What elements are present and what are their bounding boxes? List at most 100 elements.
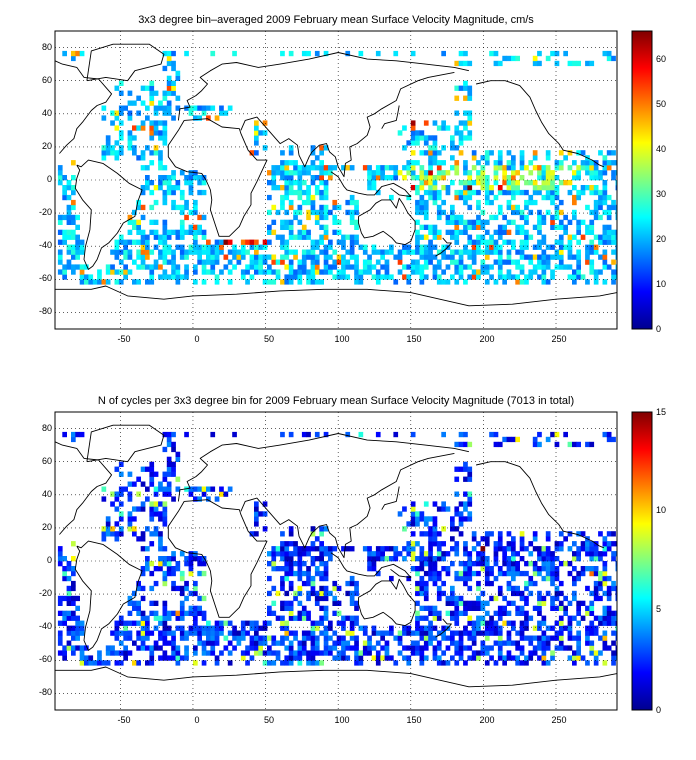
bin-cell bbox=[153, 615, 159, 621]
bin-cell bbox=[323, 551, 329, 557]
bin-cell bbox=[323, 204, 329, 211]
bin-cell bbox=[615, 655, 617, 661]
bin-cell bbox=[423, 180, 429, 186]
bin-cell bbox=[572, 269, 577, 275]
bin-cell bbox=[493, 244, 499, 250]
bin-cell bbox=[145, 566, 150, 572]
bin-cell bbox=[75, 234, 80, 240]
bin-cell bbox=[606, 239, 612, 245]
bin-cell bbox=[454, 441, 460, 448]
bin-cell bbox=[136, 155, 141, 161]
bin-cell bbox=[310, 264, 316, 270]
bin-cell bbox=[598, 239, 603, 245]
bin-cell bbox=[166, 491, 172, 497]
bin-cell bbox=[406, 541, 412, 547]
bin-cell bbox=[71, 229, 76, 235]
bin-cell bbox=[310, 259, 316, 265]
bin-cell bbox=[615, 229, 617, 235]
bin-cell bbox=[454, 125, 460, 131]
bin-cell bbox=[572, 566, 577, 572]
bin-cell bbox=[223, 635, 229, 641]
bin-cell bbox=[419, 269, 425, 275]
bin-cell bbox=[114, 110, 120, 116]
bin-cell bbox=[66, 180, 72, 186]
bin-cell bbox=[267, 279, 272, 285]
bin-cell bbox=[319, 269, 324, 275]
bin-cell bbox=[227, 630, 233, 636]
bin-cell bbox=[349, 234, 355, 240]
bin-cell bbox=[245, 269, 250, 275]
bin-cell bbox=[193, 204, 198, 211]
bin-cell bbox=[201, 234, 207, 240]
bin-cell bbox=[428, 150, 433, 156]
bin-cell bbox=[380, 635, 385, 641]
bin-cell bbox=[145, 254, 150, 260]
bin-cell bbox=[301, 610, 307, 616]
bin-cell bbox=[166, 615, 172, 621]
bin-cell bbox=[349, 595, 355, 602]
bin-cell bbox=[558, 234, 564, 240]
bin-cell bbox=[476, 269, 481, 275]
bin-cell bbox=[297, 194, 303, 201]
bin-cell bbox=[158, 135, 163, 141]
bin-cell bbox=[458, 501, 464, 507]
bin-cell bbox=[615, 269, 617, 275]
bin-cell bbox=[301, 165, 307, 171]
bin-cell bbox=[550, 199, 555, 206]
bin-cell bbox=[345, 50, 351, 57]
bin-cell bbox=[497, 229, 503, 235]
bin-cell bbox=[497, 189, 503, 196]
bin-cell bbox=[288, 224, 294, 230]
bin-cell bbox=[458, 600, 464, 606]
bin-cell bbox=[419, 224, 425, 230]
bin-cell bbox=[563, 155, 568, 161]
bin-cell bbox=[275, 655, 281, 661]
bin-cell bbox=[458, 194, 464, 201]
bin-cell bbox=[497, 546, 503, 552]
bin-cell bbox=[598, 570, 603, 577]
bin-cell bbox=[105, 526, 111, 532]
bin-cell bbox=[410, 546, 416, 552]
bin-cell bbox=[301, 431, 307, 438]
bin-cell bbox=[254, 516, 259, 522]
bin-cell bbox=[171, 269, 176, 275]
bin-cell bbox=[602, 536, 608, 542]
bin-cell bbox=[563, 561, 568, 567]
bin-cell bbox=[506, 249, 512, 255]
bin-cell bbox=[406, 660, 412, 666]
bin-cell bbox=[471, 180, 477, 186]
bin-cell bbox=[267, 610, 272, 616]
bin-cell bbox=[441, 501, 446, 507]
bin-cell bbox=[541, 180, 547, 186]
bin-cell bbox=[541, 655, 547, 661]
bin-cell bbox=[598, 531, 603, 537]
bin-cell bbox=[184, 204, 189, 211]
bin-cell bbox=[319, 279, 324, 285]
bin-cell bbox=[615, 630, 617, 636]
bin-cell bbox=[493, 556, 499, 562]
bin-cell bbox=[502, 224, 507, 230]
bin-cell bbox=[341, 264, 346, 270]
bin-cell bbox=[127, 219, 133, 225]
bin-cell bbox=[179, 189, 185, 196]
coastline bbox=[381, 105, 400, 129]
coastline bbox=[86, 424, 165, 463]
bin-cell bbox=[314, 214, 320, 221]
bin-cell bbox=[406, 625, 412, 631]
bin-cell bbox=[162, 506, 168, 512]
bin-cell bbox=[280, 615, 285, 621]
bin-cell bbox=[201, 180, 207, 186]
bin-cell bbox=[441, 660, 446, 666]
bin-cell bbox=[62, 229, 67, 235]
bin-cell bbox=[354, 620, 359, 626]
bin-cell bbox=[293, 630, 298, 636]
bin-cell bbox=[602, 431, 608, 438]
bin-cell bbox=[254, 120, 259, 126]
bin-cell bbox=[332, 645, 338, 651]
bin-cell bbox=[345, 645, 351, 651]
bin-cell bbox=[454, 214, 460, 221]
bin-cell bbox=[201, 650, 207, 656]
bin-cell bbox=[497, 635, 503, 641]
bin-cell bbox=[450, 595, 455, 602]
bin-cell bbox=[550, 556, 555, 562]
